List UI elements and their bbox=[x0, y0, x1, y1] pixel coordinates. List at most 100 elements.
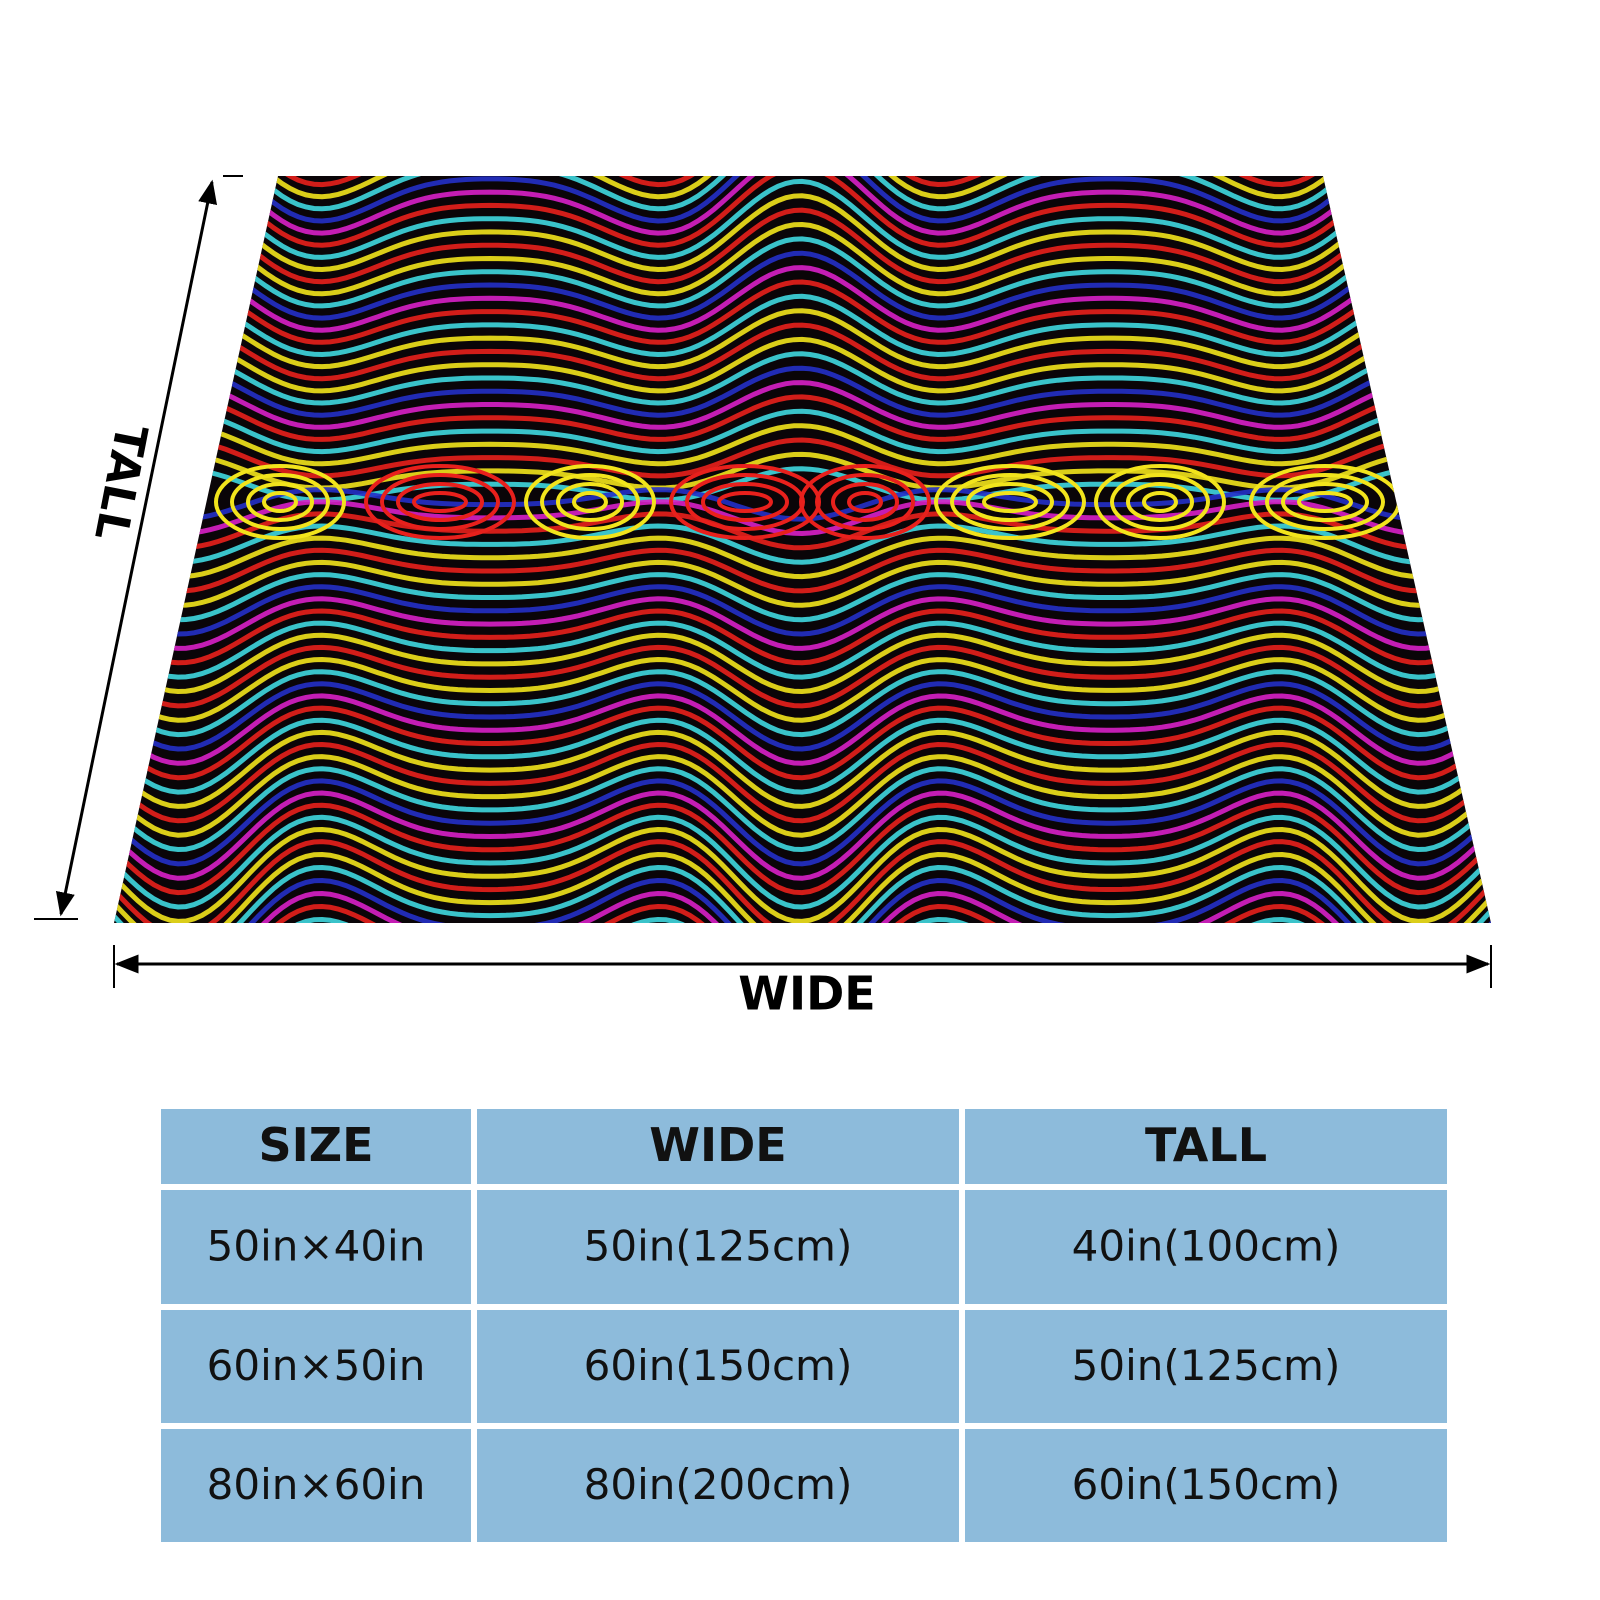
eye-ring bbox=[1126, 482, 1194, 522]
wave-line bbox=[114, 559, 1491, 608]
wave-line bbox=[114, 176, 1491, 236]
eye-ring bbox=[717, 491, 773, 513]
cell-text: 80in×60in bbox=[207, 1460, 426, 1509]
wave-line bbox=[114, 608, 1491, 666]
wave-line bbox=[114, 250, 1491, 321]
table-cell bbox=[965, 1310, 1447, 1423]
header-text: TALL bbox=[1145, 1118, 1267, 1172]
header-text: WIDE bbox=[649, 1118, 786, 1172]
eye-ring bbox=[572, 491, 608, 513]
cell-text: 60in×50in bbox=[207, 1341, 426, 1390]
wave-line bbox=[114, 632, 1491, 695]
wave-line bbox=[114, 221, 1491, 297]
wave-line bbox=[114, 584, 1491, 637]
eye-ring bbox=[1094, 464, 1226, 540]
eye-ring bbox=[380, 473, 500, 531]
wave-line bbox=[114, 547, 1491, 594]
wave-line bbox=[114, 814, 1491, 910]
wave-line bbox=[114, 903, 1491, 923]
eye-ring bbox=[950, 473, 1070, 531]
wave-line bbox=[114, 293, 1491, 358]
wave-line bbox=[114, 207, 1491, 285]
eye-ring bbox=[1297, 491, 1353, 513]
wave-line bbox=[114, 916, 1491, 923]
wave-line bbox=[114, 408, 1491, 455]
eye-ring bbox=[934, 464, 1086, 540]
eye-ring bbox=[396, 482, 484, 522]
eye-ring bbox=[246, 482, 314, 522]
wave-line bbox=[114, 176, 1491, 212]
wave-line bbox=[114, 741, 1491, 824]
eye-ring bbox=[669, 464, 821, 540]
eye-ring bbox=[412, 491, 468, 513]
eye-ring bbox=[230, 473, 330, 531]
wave-line bbox=[114, 279, 1491, 345]
wave-line bbox=[114, 351, 1491, 406]
wave-line bbox=[114, 176, 1491, 248]
cell-text: 60in(150cm) bbox=[1072, 1460, 1341, 1509]
size-table: SIZE WIDE TALL 50in×40in 50in(125cm) 40in(100… bbox=[161, 1109, 1447, 1542]
wave-line bbox=[114, 656, 1491, 723]
eye-ring bbox=[364, 464, 516, 540]
wave-line bbox=[114, 487, 1491, 522]
eye-ring bbox=[556, 482, 624, 522]
wave-line bbox=[114, 705, 1491, 781]
wave-line bbox=[114, 877, 1491, 923]
wave-line bbox=[114, 176, 1491, 188]
tall-label: TALL bbox=[84, 420, 156, 544]
cell-text: 40in(100cm) bbox=[1072, 1222, 1341, 1271]
wave-line bbox=[114, 322, 1491, 382]
eye-ring bbox=[799, 464, 931, 540]
wave-line bbox=[114, 193, 1491, 273]
wave-line bbox=[114, 336, 1491, 394]
eye-ring bbox=[1281, 482, 1369, 522]
wave-line bbox=[114, 778, 1491, 867]
wave-line bbox=[114, 839, 1491, 923]
cell-text: 80in(200cm) bbox=[584, 1460, 853, 1509]
wave-line bbox=[114, 826, 1491, 923]
wave-line bbox=[114, 693, 1491, 766]
cell-text: 50in(125cm) bbox=[584, 1222, 853, 1271]
eye-ring bbox=[262, 491, 298, 513]
cell-text: 50in(125cm) bbox=[1072, 1341, 1341, 1390]
wave-line bbox=[114, 535, 1491, 580]
table-cell bbox=[965, 1109, 1447, 1184]
eye-ring bbox=[1142, 491, 1178, 513]
eye-ring bbox=[982, 491, 1038, 513]
table-cell bbox=[477, 1429, 959, 1542]
wave-line bbox=[114, 766, 1491, 853]
cell-text: 50in×40in bbox=[207, 1222, 426, 1271]
table-cell bbox=[477, 1190, 959, 1304]
header-text: SIZE bbox=[258, 1118, 373, 1172]
wave-line bbox=[114, 308, 1491, 370]
tall-arrow bbox=[55, 179, 218, 917]
wave-line bbox=[114, 394, 1491, 442]
cell-text: 60in(150cm) bbox=[584, 1341, 853, 1390]
wave-line bbox=[114, 681, 1491, 752]
wave-line bbox=[114, 236, 1491, 309]
wave-line bbox=[114, 790, 1491, 881]
table-cell bbox=[161, 1109, 471, 1184]
wave-line bbox=[114, 380, 1491, 430]
eye-ring bbox=[847, 491, 883, 513]
wave-line bbox=[114, 644, 1491, 709]
eye-ring bbox=[524, 464, 656, 540]
wave-line bbox=[114, 890, 1491, 923]
wave-line bbox=[114, 864, 1491, 923]
eye-ring bbox=[540, 473, 640, 531]
eye-ring bbox=[966, 482, 1054, 522]
table-cell bbox=[477, 1109, 959, 1184]
table-cell bbox=[161, 1429, 471, 1542]
table-cell bbox=[161, 1190, 471, 1304]
wide-label: WIDE bbox=[738, 967, 875, 1021]
eye-ring bbox=[1110, 473, 1210, 531]
table-cell bbox=[161, 1310, 471, 1423]
wave-line bbox=[114, 669, 1491, 738]
wave-line bbox=[114, 178, 1491, 260]
wave-line bbox=[114, 365, 1491, 418]
wave-line bbox=[114, 729, 1491, 809]
wave-line bbox=[114, 851, 1491, 923]
wave-line bbox=[114, 511, 1491, 551]
